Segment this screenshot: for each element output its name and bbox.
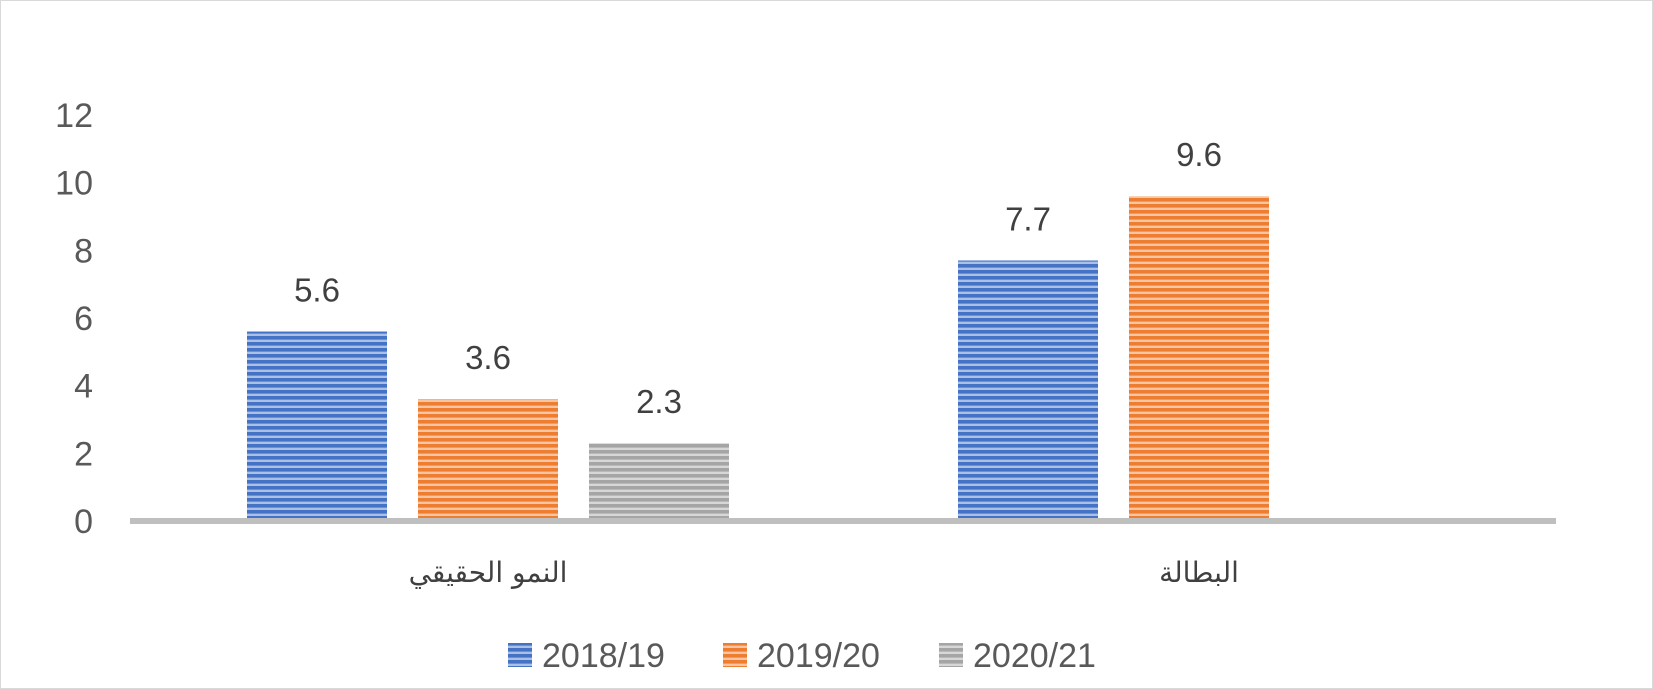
y-axis-ticks: 0 2 4 6 8 10 12 xyxy=(55,97,93,541)
bar xyxy=(247,331,387,521)
category-label: النمو الحقيقي xyxy=(409,556,568,589)
bar xyxy=(418,399,558,521)
y-tick-label: 10 xyxy=(55,165,93,203)
bar xyxy=(958,260,1098,521)
legend-swatch xyxy=(508,643,532,667)
y-tick-label: 6 xyxy=(74,300,93,338)
y-tick-label: 2 xyxy=(74,435,93,473)
legend-label: 2018/19 xyxy=(542,637,665,675)
y-tick-label: 4 xyxy=(74,368,93,406)
legend: 2018/19 2019/20 2020/21 xyxy=(508,637,1096,675)
legend-label: 2020/21 xyxy=(973,637,1096,675)
data-label: 3.6 xyxy=(465,339,511,376)
bars xyxy=(247,196,1269,521)
data-label: 7.7 xyxy=(1005,200,1051,237)
y-tick-label: 8 xyxy=(74,232,93,270)
bar xyxy=(1129,196,1269,521)
data-label: 2.3 xyxy=(636,383,682,420)
data-label: 9.6 xyxy=(1176,136,1222,173)
y-tick-label: 12 xyxy=(55,97,93,135)
legend-swatch xyxy=(723,643,747,667)
legend-swatch xyxy=(939,643,963,667)
y-tick-label: 0 xyxy=(74,503,93,541)
data-label: 5.6 xyxy=(294,272,340,309)
category-labels: النمو الحقيقي البطالة xyxy=(409,556,1239,589)
bar xyxy=(589,443,729,521)
data-labels: 5.6 3.6 2.3 7.7 9.6 xyxy=(294,136,1222,420)
legend-label: 2019/20 xyxy=(757,637,880,675)
category-label: البطالة xyxy=(1159,556,1239,589)
